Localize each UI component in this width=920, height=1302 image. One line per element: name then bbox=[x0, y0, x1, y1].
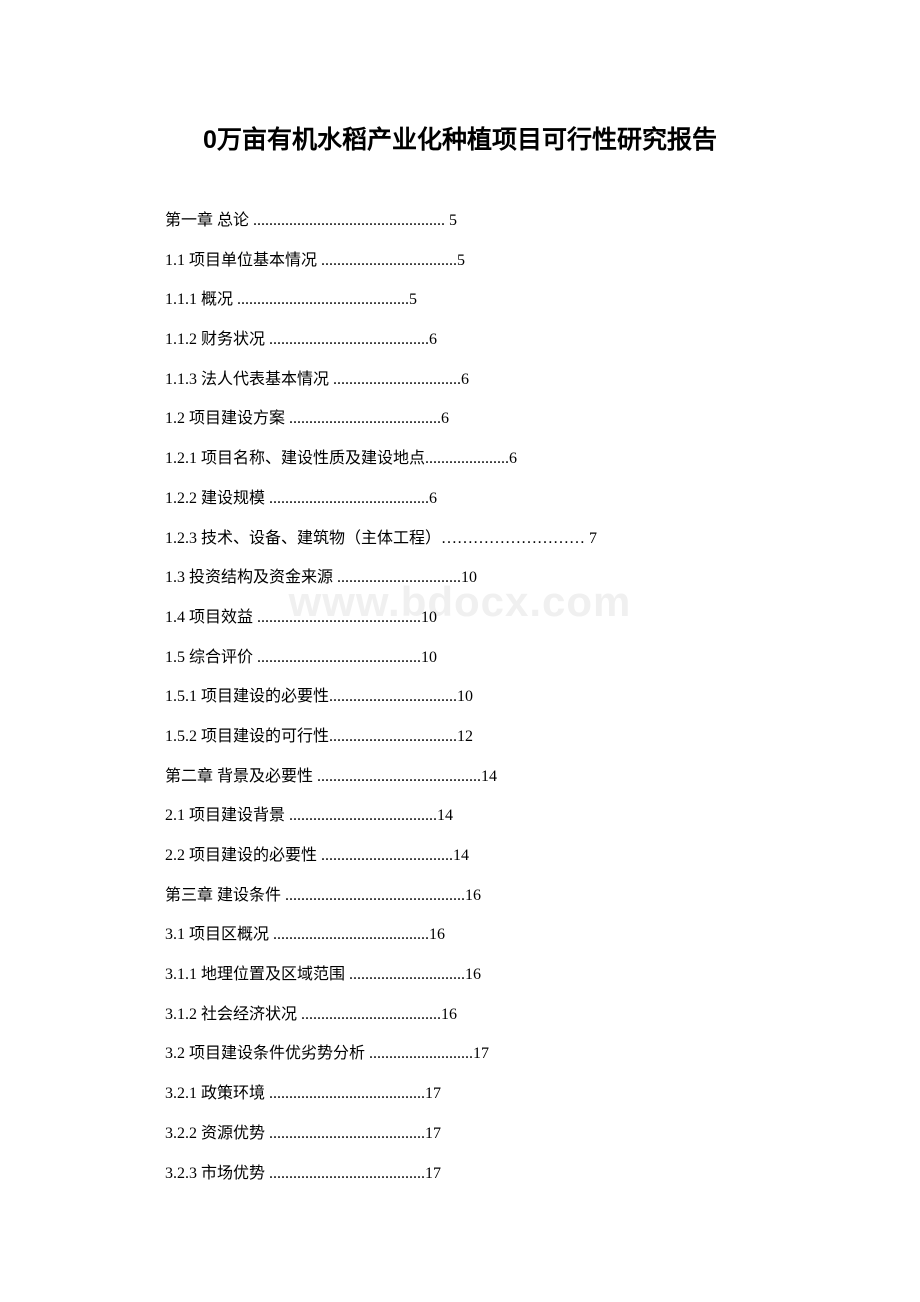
toc-entry: 第二章 背景及必要性 .............................… bbox=[165, 767, 755, 786]
toc-entry: 3.1 项目区概况 ..............................… bbox=[165, 925, 755, 944]
toc-entry: 1.1.1 概况 ...............................… bbox=[165, 290, 755, 309]
toc-entry: 1.2.1 项目名称、建设性质及建设地点....................… bbox=[165, 449, 755, 468]
toc-entry: 1.4 项目效益 ...............................… bbox=[165, 608, 755, 627]
toc-entry: 1.2.3 技术、设备、建筑物（主体工程）……………………… 7 bbox=[165, 529, 755, 548]
toc-entry: 2.2 项目建设的必要性 ...........................… bbox=[165, 846, 755, 865]
table-of-contents: 第一章 总论 .................................… bbox=[165, 211, 755, 1183]
toc-entry: 3.2.2 资源优势 .............................… bbox=[165, 1124, 755, 1143]
toc-entry: 3.2 项目建设条件优劣势分析 ........................… bbox=[165, 1044, 755, 1063]
toc-entry: 3.1.1 地理位置及区域范围 ........................… bbox=[165, 965, 755, 984]
toc-entry: 1.2 项目建设方案 .............................… bbox=[165, 409, 755, 428]
toc-entry: 1.2.2 建设规模 .............................… bbox=[165, 489, 755, 508]
toc-entry: 第三章 建设条件 ...............................… bbox=[165, 886, 755, 905]
toc-entry: 1.1.3 法人代表基本情况 .........................… bbox=[165, 370, 755, 389]
toc-entry: 1.3 投资结构及资金来源 ..........................… bbox=[165, 568, 755, 587]
toc-entry: 3.2.1 政策环境 .............................… bbox=[165, 1084, 755, 1103]
toc-entry: 1.5.1 项目建设的必要性..........................… bbox=[165, 687, 755, 706]
toc-entry: 3.1.2 社会经济状况 ...........................… bbox=[165, 1005, 755, 1024]
toc-entry: 1.1 项目单位基本情况 ...........................… bbox=[165, 251, 755, 270]
document-page: 0万亩有机水稻产业化种植项目可行性研究报告 第一章 总论 ...........… bbox=[0, 0, 920, 1263]
document-title: 0万亩有机水稻产业化种植项目可行性研究报告 bbox=[165, 120, 755, 156]
toc-entry: 2.1 项目建设背景 .............................… bbox=[165, 806, 755, 825]
toc-entry: 1.1.2 财务状况 .............................… bbox=[165, 330, 755, 349]
toc-entry: 1.5.2 项目建设的可行性..........................… bbox=[165, 727, 755, 746]
toc-entry: 1.5 综合评价 ...............................… bbox=[165, 648, 755, 667]
toc-entry: 3.2.3 市场优势 .............................… bbox=[165, 1164, 755, 1183]
toc-entry: 第一章 总论 .................................… bbox=[165, 211, 755, 230]
